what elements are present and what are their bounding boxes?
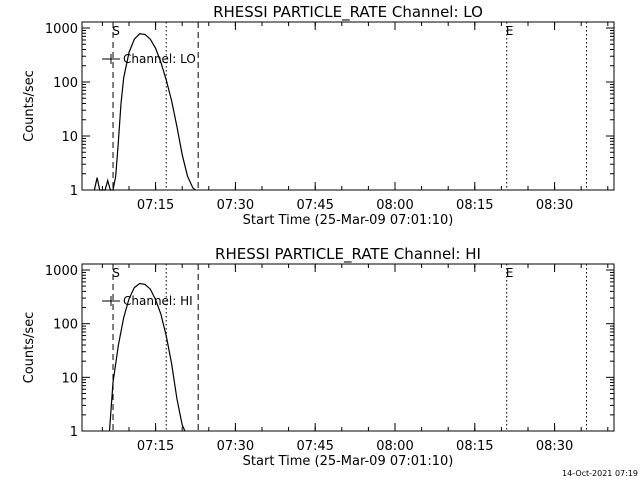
event-marker-label: E bbox=[506, 24, 514, 38]
legend-label: Channel: HI bbox=[123, 294, 193, 308]
x-tick-label: 08:00 bbox=[376, 198, 413, 213]
plot-frame bbox=[81, 21, 615, 191]
data-series-line bbox=[93, 33, 196, 191]
x-tick-label: 08:30 bbox=[536, 439, 573, 454]
legend-label: Channel: LO bbox=[123, 52, 196, 66]
y-axis-label: Counts/sec bbox=[22, 70, 37, 142]
y-tick-label: 10 bbox=[61, 130, 78, 145]
x-tick-label: 07:45 bbox=[296, 198, 333, 213]
plot-frame bbox=[81, 263, 615, 432]
x-tick-label: 07:15 bbox=[137, 439, 174, 454]
y-tick-label: 1 bbox=[70, 184, 78, 199]
y-tick-label: 1000 bbox=[45, 264, 78, 279]
x-tick-label: 07:30 bbox=[217, 198, 254, 213]
y-tick-label: 100 bbox=[53, 318, 78, 333]
y-axis-label: Counts/sec bbox=[22, 312, 37, 384]
y-tick-label: 100 bbox=[53, 76, 78, 91]
x-tick-label: 07:30 bbox=[217, 439, 254, 454]
x-tick-label: 08:00 bbox=[376, 439, 413, 454]
x-tick-label: 08:15 bbox=[456, 198, 493, 213]
y-tick-label: 1000 bbox=[45, 22, 78, 37]
timestamp-footer: 14-Oct-2021 07:19 bbox=[562, 469, 638, 478]
y-tick-label: 10 bbox=[61, 371, 78, 386]
y-tick-label: 1 bbox=[70, 425, 78, 440]
x-tick-label: 08:15 bbox=[456, 439, 493, 454]
x-axis-label: Start Time (25-Mar-09 07:01:10) bbox=[243, 213, 454, 228]
event-marker-label: S bbox=[112, 24, 120, 38]
x-tick-label: 07:15 bbox=[137, 198, 174, 213]
chart-title: RHESSI PARTICLE_RATE Channel: LO bbox=[213, 3, 483, 22]
chart-title: RHESSI PARTICLE_RATE Channel: HI bbox=[215, 245, 481, 264]
data-series-line bbox=[108, 282, 186, 432]
x-tick-label: 08:30 bbox=[536, 198, 573, 213]
x-axis-label: Start Time (25-Mar-09 07:01:10) bbox=[243, 454, 454, 469]
x-tick-label: 07:45 bbox=[296, 439, 333, 454]
event-marker-label: E bbox=[506, 266, 514, 280]
event-marker-label: S bbox=[112, 266, 120, 280]
